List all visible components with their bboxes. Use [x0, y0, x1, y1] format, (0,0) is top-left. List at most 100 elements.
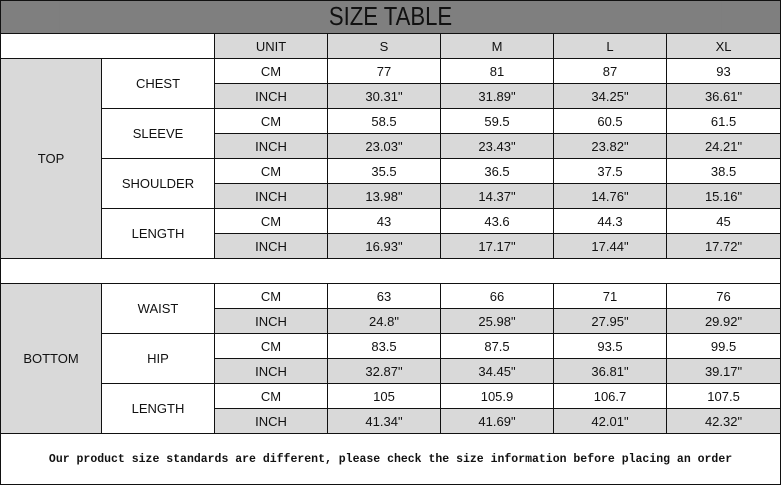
- value-cell: 17.17": [440, 233, 554, 259]
- value-cell: 15.16": [665, 183, 781, 209]
- value-cell: 81: [440, 58, 554, 84]
- value-cell: 32.87": [327, 358, 441, 384]
- value-cell: 27.95": [553, 308, 667, 334]
- value-cell: 17.72": [665, 233, 781, 259]
- table-title: SIZE TABLE: [59, 1, 722, 33]
- spacer-row: [0, 258, 781, 284]
- measure-label: WAIST: [101, 283, 215, 334]
- value-cell: 36.61": [665, 83, 781, 109]
- value-cell: 45: [665, 208, 781, 234]
- value-cell: 39.17": [665, 358, 781, 384]
- table-row: SHOULDER CM 35.5 36.5 37.5 38.5: [1, 158, 781, 209]
- measure-label: SHOULDER: [101, 158, 215, 209]
- value-cell: 17.44": [553, 233, 667, 259]
- value-cell: 43.6: [440, 208, 554, 234]
- value-cell: 38.5: [665, 158, 781, 184]
- unit-cell: INCH: [214, 308, 328, 334]
- value-cell: 43: [327, 208, 441, 234]
- value-cell: 44.3: [553, 208, 667, 234]
- value-cell: 106.7: [553, 383, 667, 409]
- header-unit: UNIT: [214, 33, 328, 59]
- value-cell: 36.81": [553, 358, 667, 384]
- title-cell: SIZE TABLE: [0, 0, 781, 34]
- table-row: INCH 24.8" 25.98" 27.95" 29.92": [1, 308, 781, 334]
- unit-cell: CM: [214, 283, 328, 309]
- value-cell: 93: [665, 58, 781, 84]
- value-cell: 31.89": [440, 83, 554, 109]
- unit-cell: CM: [214, 58, 328, 84]
- value-cell: 77: [327, 58, 441, 84]
- table-row: HIP CM 83.5 87.5 93.5 99.5: [1, 333, 781, 384]
- value-cell: 41.34": [327, 408, 441, 434]
- unit-cell: INCH: [214, 358, 328, 384]
- value-cell: 93.5: [553, 333, 667, 359]
- value-cell: 14.37": [440, 183, 554, 209]
- value-cell: 76: [665, 283, 781, 309]
- table-row: INCH 13.98" 14.37" 14.76" 15.16": [1, 183, 781, 209]
- value-cell: 58.5: [327, 108, 441, 134]
- measure-label: HIP: [101, 333, 215, 384]
- table-row: LENGTH CM 105 105.9 106.7 107.5: [1, 383, 781, 434]
- table-row: INCH 32.87" 34.45" 36.81" 39.17": [1, 358, 781, 384]
- header-blank: [0, 33, 215, 59]
- unit-cell: INCH: [214, 233, 328, 259]
- unit-cell: CM: [214, 383, 328, 409]
- value-cell: 23.03": [327, 133, 441, 159]
- value-cell: 25.98": [440, 308, 554, 334]
- value-cell: 34.45": [440, 358, 554, 384]
- value-cell: 87.5: [440, 333, 554, 359]
- size-table: SIZE TABLE UNIT S M L XL TOP CHEST CM 77 81 8…: [0, 0, 781, 485]
- value-cell: 35.5: [327, 158, 441, 184]
- header-size: L: [553, 33, 667, 59]
- header-size: S: [327, 33, 441, 59]
- table-row: TOP CHEST CM 77 81 87 93: [0, 58, 781, 259]
- value-cell: 63: [327, 283, 441, 309]
- footer-note: Our product size standards are different…: [0, 433, 781, 485]
- table-row: LENGTH CM 43 43.6 44.3 45: [1, 208, 781, 259]
- value-cell: 16.93": [327, 233, 441, 259]
- unit-cell: CM: [214, 108, 328, 134]
- value-cell: 36.5: [440, 158, 554, 184]
- table-row: BOTTOM WAIST CM 63 66 71 76: [0, 283, 781, 434]
- value-cell: 13.98": [327, 183, 441, 209]
- value-cell: 23.43": [440, 133, 554, 159]
- spacer-cell: [0, 258, 781, 284]
- footer-row: Our product size standards are different…: [0, 433, 781, 485]
- value-cell: 107.5: [665, 383, 781, 409]
- table-row: INCH 41.34" 41.69" 42.01" 42.32": [1, 408, 781, 434]
- unit-cell: INCH: [214, 133, 328, 159]
- value-cell: 59.5: [440, 108, 554, 134]
- value-cell: 60.5: [553, 108, 667, 134]
- measure-label: LENGTH: [101, 383, 215, 434]
- value-cell: 24.8": [327, 308, 441, 334]
- section-label: BOTTOM: [0, 283, 102, 434]
- measure-label: SLEEVE: [101, 108, 215, 159]
- value-cell: 61.5: [665, 108, 781, 134]
- value-cell: 34.25": [553, 83, 667, 109]
- value-cell: 105.9: [440, 383, 554, 409]
- value-cell: 71: [553, 283, 667, 309]
- table-row: INCH 30.31" 31.89" 34.25" 36.61": [1, 83, 781, 109]
- section-label: TOP: [0, 58, 102, 259]
- value-cell: 23.82": [553, 133, 667, 159]
- measure-label: LENGTH: [101, 208, 215, 259]
- unit-cell: CM: [214, 208, 328, 234]
- table-row: SLEEVE CM 58.5 59.5 60.5 61.5: [1, 108, 781, 159]
- value-cell: 66: [440, 283, 554, 309]
- value-cell: 30.31": [327, 83, 441, 109]
- unit-cell: INCH: [214, 408, 328, 434]
- value-cell: 83.5: [327, 333, 441, 359]
- value-cell: 37.5: [553, 158, 667, 184]
- value-cell: 41.69": [440, 408, 554, 434]
- value-cell: 42.32": [665, 408, 781, 434]
- value-cell: 29.92": [665, 308, 781, 334]
- value-cell: 105: [327, 383, 441, 409]
- table-row: INCH 23.03" 23.43" 23.82" 24.21": [1, 133, 781, 159]
- table-row: INCH 16.93" 17.17" 17.44" 17.72": [1, 233, 781, 259]
- unit-cell: INCH: [214, 183, 328, 209]
- measure-label: CHEST: [101, 58, 215, 109]
- value-cell: 99.5: [665, 333, 781, 359]
- value-cell: 87: [553, 58, 667, 84]
- header-size: M: [440, 33, 554, 59]
